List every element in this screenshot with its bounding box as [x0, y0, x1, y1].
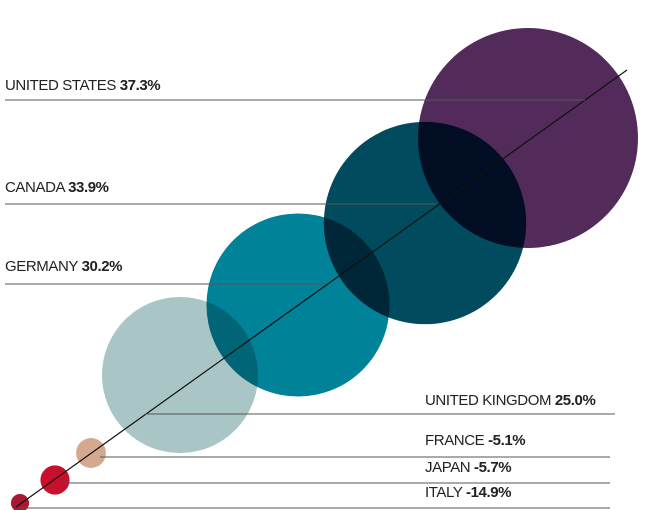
bubble-label: UNITED KINGDOM 25.0% — [425, 392, 595, 409]
country-name: JAPAN — [425, 459, 470, 476]
value-label: -14.9% — [466, 484, 511, 501]
bubble-label: JAPAN -5.7% — [425, 459, 511, 476]
bubble-label: GERMANY 30.2% — [5, 258, 122, 275]
bubble — [102, 297, 258, 453]
country-name: FRANCE — [425, 432, 485, 449]
bubble-label: ITALY -14.9% — [425, 484, 511, 501]
country-name: UNITED KINGDOM — [425, 392, 551, 409]
bubble-label: UNITED STATES 37.3% — [5, 77, 160, 94]
value-label: -5.7% — [474, 459, 511, 476]
bubbles — [10, 28, 638, 510]
country-name: UNITED STATES — [5, 77, 116, 94]
bubble — [10, 493, 30, 510]
country-name: GERMANY — [5, 258, 78, 275]
value-label: 33.9% — [68, 179, 109, 196]
country-name: CANADA — [5, 179, 66, 196]
value-label: 37.3% — [120, 77, 161, 94]
value-label: -5.1% — [488, 432, 525, 449]
value-label: 25.0% — [555, 392, 596, 409]
labels: UNITED STATES 37.3% CANADA 33.9% GERMANY 3… — [5, 77, 615, 509]
bubble-label: FRANCE -5.1% — [425, 432, 525, 449]
bubble — [40, 465, 70, 495]
trend-line — [15, 69, 628, 508]
bubble-label: CANADA 33.9% — [5, 179, 109, 196]
value-label: 30.2% — [82, 258, 123, 275]
country-name: ITALY — [425, 484, 463, 501]
